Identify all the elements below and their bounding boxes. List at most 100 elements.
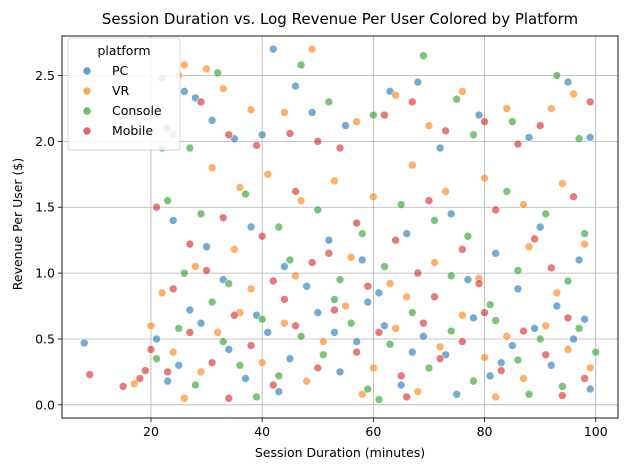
data-point [585,97,595,107]
data-point [585,133,595,142]
data-point [413,387,423,396]
data-point [324,97,334,107]
data-point [357,389,367,399]
data-point [235,361,245,370]
data-point [268,44,278,54]
data-point [280,295,289,304]
data-point [402,292,412,302]
data-point [235,183,245,192]
data-point [424,196,434,205]
data-point [563,313,573,323]
data-point [369,192,378,202]
data-point [469,130,478,140]
data-point [402,392,412,402]
data-point [474,110,484,120]
data-point [585,363,595,373]
data-point [441,187,450,196]
data-point [430,258,439,267]
data-point [146,321,156,331]
data-point [319,337,328,346]
data-point [224,279,234,288]
data-point [85,370,95,379]
data-point [519,200,528,209]
data-point [380,262,389,271]
data-point [241,374,250,383]
data-point [202,242,211,252]
data-point [296,60,306,70]
data-point [291,81,300,91]
data-point [185,328,195,337]
data-point [285,129,295,138]
data-point [296,332,306,341]
data-point [191,262,200,271]
data-point [419,51,428,61]
data-point [352,337,361,346]
data-point [174,361,184,370]
data-point [180,60,189,70]
data-point [241,189,250,199]
data-point [324,235,334,245]
data-point [330,305,339,315]
data-point [307,108,317,117]
data-point [163,367,172,377]
data-point [168,284,178,294]
data-point [257,314,267,324]
data-point [558,391,567,400]
data-point [163,196,172,205]
data-point [502,332,512,341]
legend-label: Mobile [112,123,153,138]
data-point [546,104,556,113]
data-point [524,242,534,252]
data-point [135,374,145,383]
legend-marker [82,66,92,76]
legend-label: Console [112,103,162,118]
data-point [196,367,206,377]
data-point [491,205,500,215]
data-point [291,321,300,331]
data-point [224,130,234,140]
data-point [180,268,189,278]
data-points [79,44,601,404]
legend-box [67,37,181,151]
data-point [213,68,222,78]
data-point [496,366,506,375]
data-point [424,121,434,130]
data-point [224,345,234,354]
data-point [191,380,200,390]
data-point [485,300,495,310]
data-point [546,361,556,370]
data-point [396,200,406,209]
data-point [218,213,228,223]
data-point [530,234,539,244]
legend-title: platform [97,43,150,58]
data-point [168,216,178,225]
data-point [207,358,217,367]
data-point [141,366,150,375]
x-tick-label: 80 [477,424,493,439]
data-point [268,276,278,286]
data-point [391,90,400,100]
data-point [569,89,578,99]
data-point [496,358,506,367]
data-point [352,218,361,228]
data-point [252,141,261,150]
data-point [452,94,462,104]
data-point [324,249,334,258]
data-point [552,301,562,311]
legend-label: PC [112,63,129,78]
data-point [396,371,406,381]
data-point [363,297,373,307]
data-point [385,339,395,349]
data-point [413,77,423,87]
data-point [535,121,545,130]
data-point [335,143,345,153]
x-tick-label: 20 [143,424,159,439]
data-point [435,143,445,153]
data-point [79,338,89,348]
data-point [207,297,217,307]
data-point [313,137,323,146]
data-point [513,139,523,149]
data-point [313,363,323,373]
data-point [185,143,195,153]
data-point [569,334,578,344]
